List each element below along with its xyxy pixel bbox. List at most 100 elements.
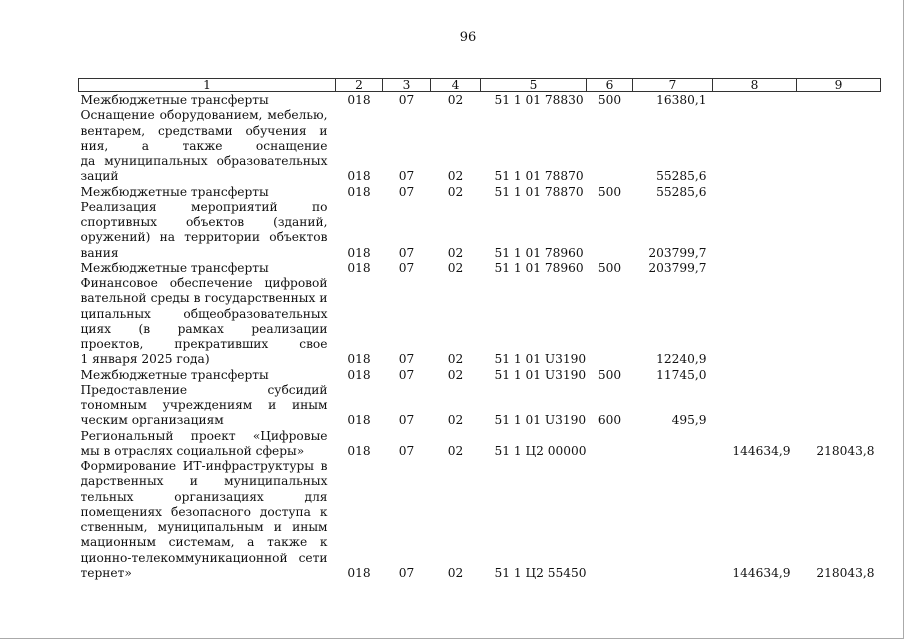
row-description: Формирование ИТ-инфраструктуры в госу-да… bbox=[79, 459, 336, 581]
description-line: Межбюджетные трансферты bbox=[80, 93, 269, 107]
amount-col8: 144634,9 bbox=[732, 443, 791, 458]
row-description: Межбюджетные трансферты bbox=[79, 261, 336, 276]
subsection-code: 02 bbox=[447, 565, 464, 580]
subsection-code: 02 bbox=[447, 169, 464, 184]
description-line: тономным учреждениям и иным некоммер- bbox=[80, 398, 328, 412]
amount-col9 bbox=[797, 276, 881, 368]
table-row: Формирование ИТ-инфраструктуры в госу-да… bbox=[79, 459, 881, 581]
amount-col7: 203799,7 bbox=[648, 245, 707, 260]
section-code: 07 bbox=[398, 260, 415, 275]
amount-col9 bbox=[797, 383, 881, 429]
row-description: Оснащение оборудованием, мебелью, ин-вен… bbox=[79, 108, 336, 184]
ministry-code: 018 bbox=[347, 260, 371, 275]
description-line: Межбюджетные трансферты bbox=[80, 184, 269, 199]
section-code: 07 bbox=[398, 169, 415, 184]
row-description: Региональный проект «Цифровые платфор-мы… bbox=[79, 429, 336, 460]
subsection-code: 02 bbox=[447, 245, 464, 260]
amount-col7: 16380,1 bbox=[656, 93, 707, 107]
description-line: спортивных объектов (зданий, строений, с… bbox=[80, 215, 328, 229]
amount-col8 bbox=[713, 368, 797, 383]
table-row: Региональный проект «Цифровые платфор-мы… bbox=[79, 429, 881, 460]
row-description: Межбюджетные трансферты bbox=[79, 92, 336, 109]
subsection-code: 02 bbox=[447, 413, 464, 428]
amount-col7: 203799,7 bbox=[648, 260, 707, 275]
ministry-code: 018 bbox=[347, 184, 371, 199]
target-article: 51 1 Ц2 00000 bbox=[494, 443, 587, 458]
subsection-code: 02 bbox=[447, 443, 464, 458]
column-header-3: 3 bbox=[382, 78, 431, 92]
amount-col8 bbox=[713, 92, 797, 109]
expense-type bbox=[587, 429, 633, 460]
amount-col8 bbox=[713, 108, 797, 184]
table-row: Оснащение оборудованием, мебелью, ин-вен… bbox=[79, 108, 881, 184]
column-header-6: 6 bbox=[586, 78, 634, 92]
target-article: 51 1 01 78960 bbox=[494, 260, 584, 275]
row-description: Реализация мероприятий по строительствус… bbox=[79, 200, 336, 261]
page-number: 96 bbox=[459, 30, 477, 45]
table-row: Предоставление субсидий бюджетным, ав-то… bbox=[79, 383, 881, 429]
column-header-1: 1 bbox=[78, 78, 336, 92]
subsection-code: 02 bbox=[447, 352, 464, 367]
description-line: вательной среды в государственных и муни… bbox=[80, 291, 328, 306]
ministry-code: 018 bbox=[347, 169, 371, 184]
column-header-5: 5 bbox=[479, 78, 588, 92]
description-line: ственным, муниципальным и иным инфор- bbox=[80, 520, 328, 534]
target-article: 51 1 Ц2 55450 bbox=[494, 565, 587, 580]
target-article: 51 1 01 U3190 bbox=[494, 367, 587, 382]
row-description: Предоставление субсидий бюджетным, ав-то… bbox=[79, 383, 336, 429]
amount-col9 bbox=[797, 261, 881, 276]
amount-col8 bbox=[713, 200, 797, 261]
amount-col8 bbox=[713, 383, 797, 429]
amount-col9 bbox=[797, 200, 881, 261]
description-line: дарственных и муниципальных образова- bbox=[80, 474, 328, 489]
description-line: ческим организациям bbox=[80, 413, 224, 428]
description-line: циях (в рамках реализации федеральных bbox=[80, 321, 328, 336]
table-row: Реализация мероприятий по строительствус… bbox=[79, 200, 881, 261]
description-line: проектов, прекративших свое действие до bbox=[80, 337, 328, 351]
expense-type: 500 bbox=[597, 184, 622, 199]
ministry-code: 018 bbox=[347, 443, 371, 458]
table-row: Межбюджетные трансферты 018 07 02 51 1 01 78… bbox=[79, 261, 881, 276]
column-header-8: 8 bbox=[712, 78, 798, 92]
description-line: тернет» bbox=[80, 565, 132, 580]
description-line: вания bbox=[80, 245, 119, 260]
section-code: 07 bbox=[398, 565, 415, 580]
amount-col7: 12240,9 bbox=[656, 352, 707, 367]
target-article: 51 1 01 U3190 bbox=[494, 413, 587, 428]
description-line: помещениях безопасного доступа к государ… bbox=[80, 504, 328, 519]
expense-type: 600 bbox=[597, 413, 622, 428]
table-row: Межбюджетные трансферты 018 07 02 51 1 01 78… bbox=[79, 185, 881, 200]
subsection-code: 02 bbox=[447, 93, 464, 107]
amount-col7: 11745,0 bbox=[656, 367, 707, 382]
table-row: Межбюджетные трансферты 018 07 02 51 1 01 U3… bbox=[79, 368, 881, 383]
description-line: Региональный проект «Цифровые платфор- bbox=[80, 428, 328, 443]
description-line: мационным системам, а также к информа- bbox=[80, 535, 328, 550]
amount-col9: 218043,8 bbox=[816, 565, 875, 580]
description-line: Предоставление субсидий бюджетным, ав- bbox=[80, 382, 328, 397]
description-line: Межбюджетные трансферты bbox=[80, 260, 269, 275]
amount-col7: 55285,6 bbox=[656, 169, 707, 184]
description-line: вентарем, средствами обучения и воспита- bbox=[80, 123, 328, 138]
ministry-code: 018 bbox=[347, 352, 371, 367]
description-line: оружений) на территории объектов образо- bbox=[80, 230, 328, 245]
expense-type bbox=[587, 276, 633, 368]
description-line: Оснащение оборудованием, мебелью, ин- bbox=[80, 108, 328, 123]
target-article: 51 1 01 78960 bbox=[494, 245, 584, 260]
subsection-code: 02 bbox=[447, 367, 464, 382]
amount-col7: 55285,6 bbox=[656, 184, 707, 199]
description-line: ния, а также оснащение библиотечного фон… bbox=[80, 138, 328, 153]
section-code: 07 bbox=[398, 443, 415, 458]
expense-type bbox=[587, 459, 633, 581]
amount-col8: 144634,9 bbox=[732, 565, 791, 580]
ministry-code: 018 bbox=[347, 413, 371, 428]
amount-col8 bbox=[713, 185, 797, 200]
description-line: Межбюджетные трансферты bbox=[80, 367, 269, 382]
subsection-code: 02 bbox=[447, 260, 464, 275]
target-article: 51 1 01 78870 bbox=[494, 184, 584, 199]
ministry-code: 018 bbox=[347, 93, 371, 107]
description-line: 1 января 2025 года) bbox=[80, 352, 210, 367]
expense-type: 500 bbox=[597, 93, 622, 107]
